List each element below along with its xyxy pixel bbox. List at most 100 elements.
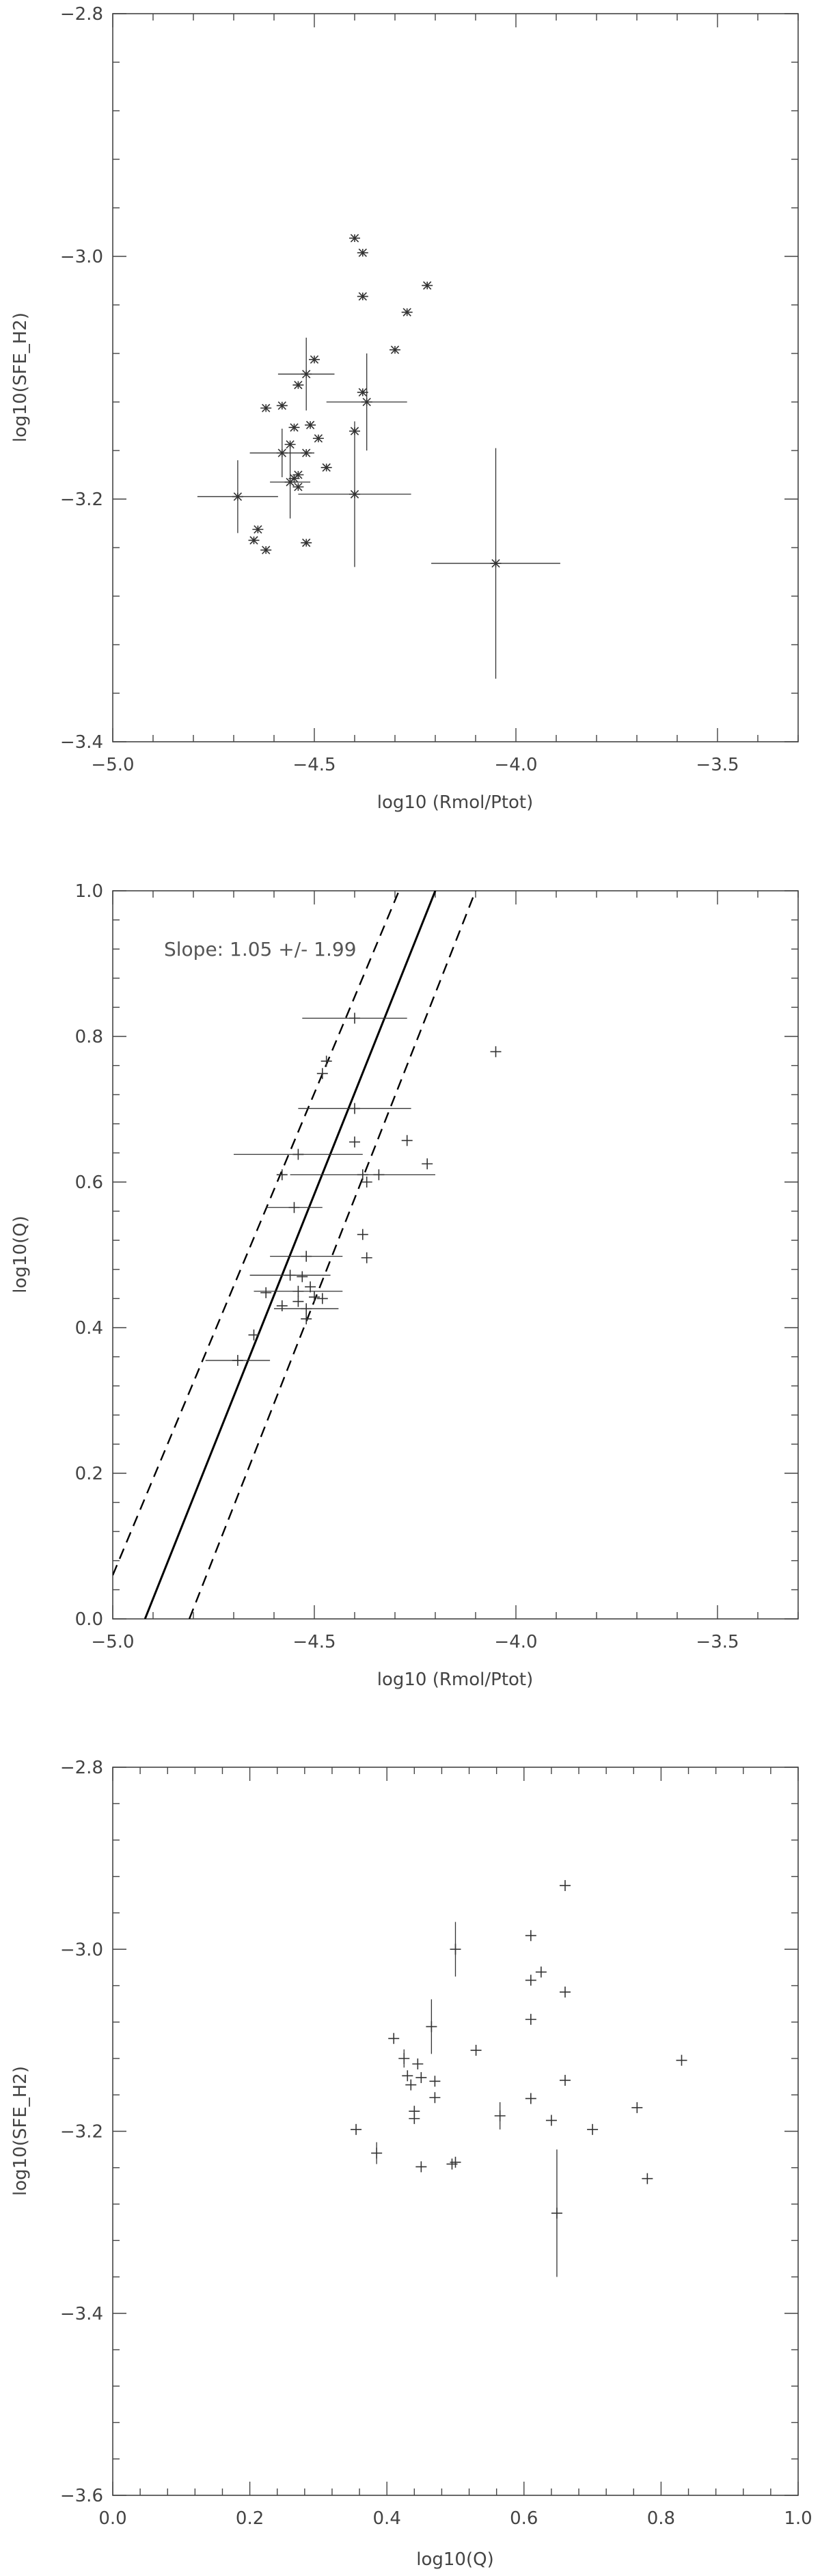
- data-point: [316, 1068, 328, 1079]
- data-point: [431, 448, 560, 679]
- y-tick-label: −3.4: [60, 2304, 103, 2324]
- y-axis-label: log10(SFE_H2): [10, 2066, 31, 2196]
- data-point: [270, 445, 311, 519]
- x-tick-label: −4.0: [494, 1632, 537, 1652]
- data-point: [292, 380, 304, 390]
- data-point: [412, 2058, 424, 2069]
- data-points: [351, 1880, 687, 2277]
- x-ticks: −5.0 −4.5 −4.0 −3.5: [91, 891, 799, 1652]
- data-point: [316, 1293, 328, 1304]
- x-axis-label: log10(Q): [416, 2549, 493, 2570]
- y-tick-label: 0.0: [75, 1609, 103, 1630]
- data-point: [450, 1922, 461, 1977]
- data-point: [398, 2049, 410, 2068]
- data-point: [260, 403, 272, 413]
- data-point: [305, 420, 316, 429]
- y-ticks: 0.0 0.2 0.4 0.6 0.8 1.0: [75, 881, 798, 1630]
- x-tick-label: 0.8: [647, 2508, 675, 2529]
- data-point: [371, 2142, 383, 2164]
- x-tick-label: −4.0: [494, 755, 537, 775]
- data-point: [290, 1169, 435, 1181]
- y-tick-label: 0.6: [75, 1172, 103, 1193]
- data-point: [559, 1986, 571, 1998]
- data-point: [361, 1177, 372, 1188]
- x-tick-label: 0.0: [98, 2508, 126, 2529]
- plot-frame: [112, 13, 799, 742]
- y-axis-label: log10(SFE_H2): [10, 312, 31, 442]
- data-point: [426, 1999, 437, 2054]
- data-point: [373, 1169, 385, 1181]
- data-point: [248, 536, 260, 545]
- data-point: [288, 423, 300, 432]
- y-tick-label: −2.8: [60, 1758, 103, 1778]
- data-points: [205, 1012, 502, 1366]
- data-point: [292, 483, 304, 492]
- data-point: [429, 2076, 441, 2087]
- data-point: [631, 2102, 643, 2113]
- data-point: [446, 2158, 458, 2170]
- data-point: [274, 1303, 339, 1315]
- panel-2: −5.0 −4.5 −4.0 −3.5 0.0 0.2 0.4 0.6 0.8 1.0 Slop…: [10, 881, 799, 1690]
- dashed-band-line: [188, 891, 477, 1619]
- data-point: [298, 1103, 411, 1114]
- data-point: [320, 463, 332, 472]
- y-ticks: −3.6 −3.4 −3.2 −3.0 −2.8: [60, 1758, 798, 2506]
- data-point: [301, 538, 312, 548]
- data-point: [405, 2079, 417, 2091]
- data-point: [357, 248, 368, 257]
- data-point: [559, 2074, 571, 2086]
- data-point: [357, 292, 368, 301]
- data-point: [490, 1046, 502, 1058]
- data-point: [401, 1135, 413, 1146]
- data-point: [284, 440, 296, 449]
- x-tick-label: −3.5: [696, 755, 739, 775]
- fit-line-group: [144, 891, 437, 1619]
- data-point: [301, 1313, 312, 1325]
- x-tick-label: 0.6: [510, 2508, 538, 2529]
- y-tick-label: 0.4: [75, 1318, 103, 1339]
- data-point: [401, 308, 413, 317]
- data-point: [429, 2092, 441, 2104]
- panel-1: −5.0 −4.5 −4.0 −3.5 −3.4 −3.2 −3.0 −2.8 log10 …: [10, 4, 799, 813]
- data-point: [248, 1329, 260, 1341]
- data-points: [197, 234, 560, 679]
- data-point: [551, 2149, 562, 2277]
- data-point: [402, 2070, 413, 2082]
- data-point: [276, 1169, 288, 1181]
- data-point: [252, 525, 264, 534]
- slope-annotation: Slope: 1.05 +/- 1.99: [164, 938, 357, 961]
- fit-line: [144, 891, 437, 1619]
- data-point: [415, 2071, 427, 2083]
- plot-frame: [112, 890, 799, 1620]
- x-tick-label: 1.0: [784, 2508, 812, 2529]
- data-point: [422, 1158, 433, 1170]
- y-tick-label: −3.4: [60, 732, 103, 753]
- panel-3: 0.0 0.2 0.4 0.6 0.8 1.0 −3.6−3.4−3.2−3.0−2.8 …: [10, 1758, 812, 2570]
- y-tick-label: 1.0: [75, 881, 103, 902]
- data-point: [249, 1270, 331, 1281]
- data-point: [676, 2054, 687, 2066]
- x-tick-label: 0.2: [236, 2508, 264, 2529]
- data-point: [525, 1930, 536, 1942]
- x-tick-label: −5.0: [91, 1632, 134, 1652]
- dashed-band-line: [113, 891, 400, 1576]
- y-tick-label: −3.0: [60, 1940, 103, 1960]
- data-point: [277, 337, 335, 411]
- data-point: [292, 1296, 304, 1307]
- data-point: [351, 2123, 362, 2135]
- data-point: [535, 1966, 547, 1978]
- y-axis-label: log10(Q): [10, 1216, 31, 1293]
- data-point: [260, 1287, 272, 1298]
- data-point: [309, 1291, 320, 1303]
- data-point: [309, 355, 320, 364]
- x-tick-label: −4.5: [292, 1632, 336, 1652]
- data-point: [388, 2032, 400, 2044]
- data-point: [349, 234, 360, 243]
- x-tick-label: 0.4: [373, 2508, 401, 2529]
- x-axis-label: log10 (Rmol/Ptot): [377, 792, 534, 813]
- data-point: [349, 1136, 360, 1148]
- x-tick-label: −3.5: [696, 1632, 739, 1652]
- data-point: [357, 1229, 368, 1240]
- data-point: [234, 1149, 363, 1160]
- data-point: [390, 345, 400, 354]
